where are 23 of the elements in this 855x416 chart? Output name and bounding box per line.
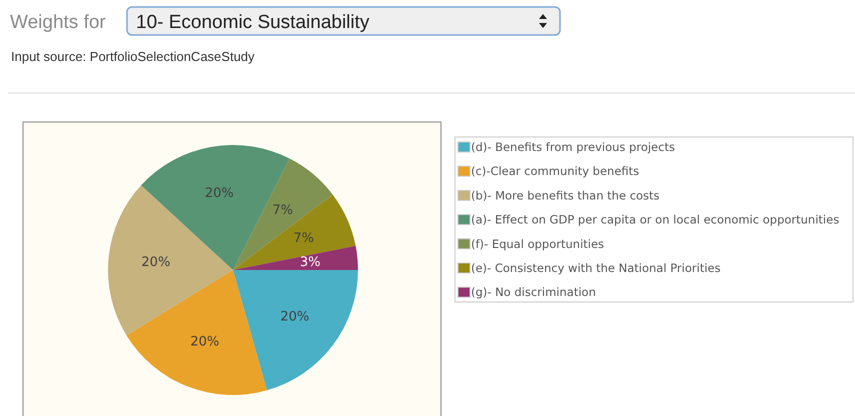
data-label: 20% — [141, 254, 170, 270]
data-label: 20% — [280, 309, 310, 324]
legend-label: (g)- No discrimination — [471, 285, 596, 300]
pie-slice — [233, 270, 358, 390]
data-label: 3% — [300, 254, 320, 270]
pie-slice — [233, 194, 356, 270]
legend-label: (d)- Benefits from previous projects — [471, 140, 675, 154]
legend-label: (f)- Equal opportunities — [471, 236, 604, 251]
legend-label: (b)- More benefits than the costs — [471, 188, 660, 202]
text: Input source: PortfolioSelectionCaseStudy — [11, 49, 256, 64]
legend-label: (a)- Effect on GDP per capita or on local economic opportunities — [471, 212, 840, 227]
chart-subtitle: 10- Economic Sustainability — [136, 12, 370, 33]
chart-title: Weights for — [10, 12, 106, 33]
pie-slice — [233, 158, 333, 270]
data-label: 7% — [293, 230, 314, 246]
pie-slice — [126, 270, 267, 395]
legend-label: (e)- Consistency with the National Priorities — [471, 261, 721, 275]
pie-slice — [108, 185, 233, 336]
data-label: 20% — [190, 334, 220, 350]
legend-label: (c)-Clear community benefits — [471, 164, 640, 178]
data-label: 20% — [204, 186, 234, 202]
data-label: 7% — [272, 203, 294, 218]
pie-slice — [233, 246, 358, 270]
